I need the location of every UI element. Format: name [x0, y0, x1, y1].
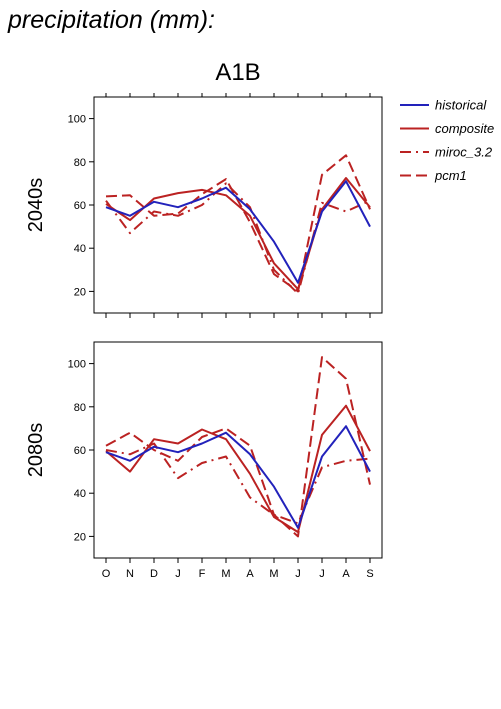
x-tick-label: J [319, 568, 325, 580]
x-tick-label: M [221, 568, 230, 580]
y-tick-label: 80 [74, 157, 86, 169]
x-tick-label: F [199, 568, 206, 580]
x-tick-label: A [246, 568, 254, 580]
x-tick-label: O [102, 568, 111, 580]
y-tick-label: 60 [74, 445, 86, 457]
series-line-pcm1 [105, 154, 371, 293]
panel-label: 2040s [25, 178, 47, 233]
series-line-historical [105, 180, 371, 284]
y-tick-label: 100 [68, 114, 86, 126]
y-tick-label: 80 [74, 402, 86, 414]
series-line-composite [105, 404, 371, 534]
legend-label: pcm1 [434, 168, 467, 183]
panel-label: 2080s [25, 423, 47, 478]
x-tick-label: S [366, 568, 373, 580]
scenario-title: A1B [215, 59, 260, 86]
legend-label: historical [435, 98, 487, 113]
y-tick-label: 40 [74, 243, 86, 255]
y-tick-label: 60 [74, 200, 86, 212]
x-tick-label: N [126, 568, 134, 580]
x-tick-label: A [342, 568, 350, 580]
y-tick-label: 100 [68, 359, 86, 371]
y-tick-label: 20 [74, 286, 86, 298]
x-tick-label: J [175, 568, 181, 580]
series-line-composite [105, 177, 371, 291]
series-line-pcm1 [105, 356, 371, 538]
panel-2080s: 20 40 60 80 100 O N D J F M A M J J A S 2080s [25, 341, 383, 580]
legend-label: composite [435, 121, 494, 136]
y-tick-label: 40 [74, 488, 86, 500]
y-tick-label: 20 [74, 531, 86, 543]
x-tick-label: M [269, 568, 278, 580]
series-line-historical [105, 425, 371, 529]
series-line-miroc-3-2 [105, 442, 371, 525]
x-tick-label: J [295, 568, 301, 580]
figure-title: precipitation (mm): [8, 6, 215, 34]
legend: historical composite miroc_3.2 pcm1 [400, 98, 494, 183]
x-tick-label: D [150, 568, 158, 580]
legend-label: miroc_3.2 [435, 145, 493, 160]
panel-2040s: 20 40 60 80 100 2040s [25, 93, 383, 318]
